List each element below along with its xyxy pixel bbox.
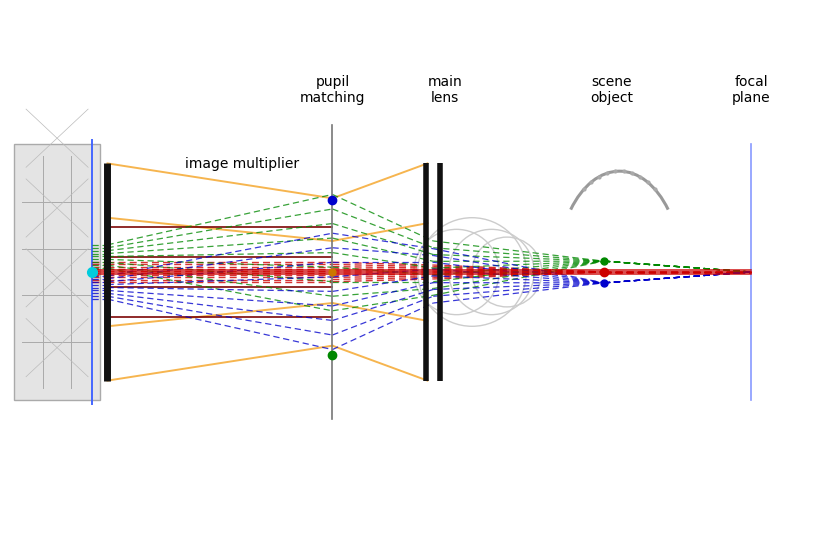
Text: image multiplier: image multiplier xyxy=(185,157,299,171)
Text: main
lens: main lens xyxy=(427,75,462,105)
Text: scene
object: scene object xyxy=(590,75,632,105)
FancyBboxPatch shape xyxy=(15,144,100,400)
Text: pupil
matching: pupil matching xyxy=(299,75,364,105)
Text: focal
plane: focal plane xyxy=(731,75,770,105)
